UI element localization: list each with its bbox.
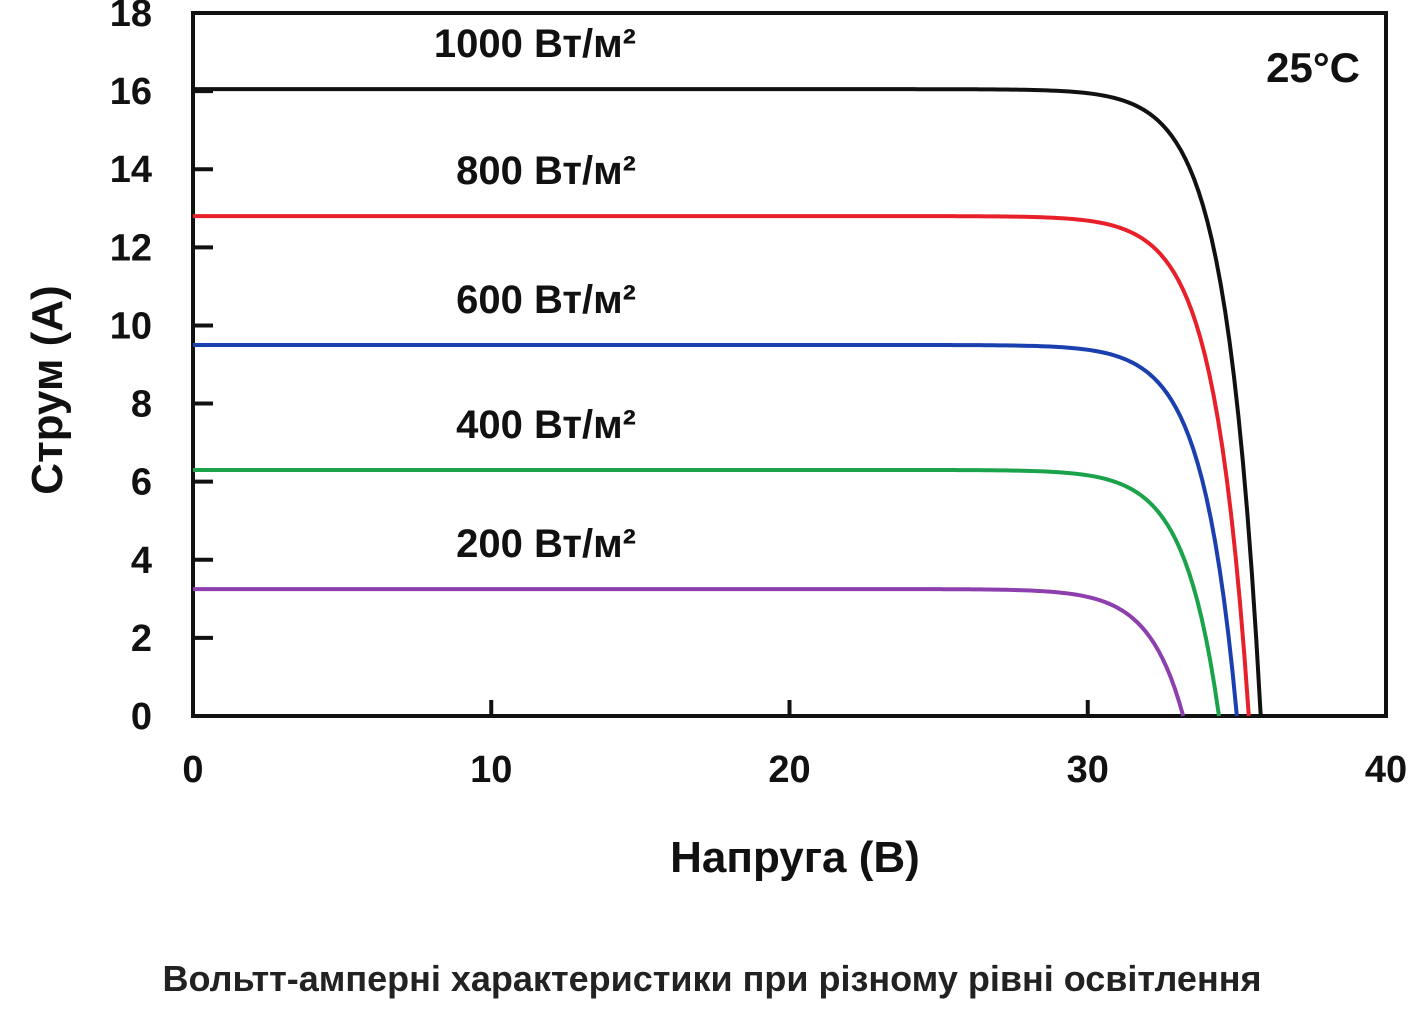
y-tick-label: 4	[131, 540, 152, 582]
x-tick-label: 20	[768, 749, 810, 791]
x-tick-label: 0	[182, 749, 203, 791]
series-labels: 1000 Вт/м² 800 Вт/м² 600 Вт/м² 400 Вт/м² 200…	[434, 22, 636, 566]
series-line	[193, 214, 1251, 717]
y-tick-label: 8	[131, 384, 152, 426]
x-axis-label: Напруга (В)	[670, 833, 920, 882]
y-tick-label: 16	[110, 71, 152, 113]
figure-caption: Вольтт-амперні характеристики при різном…	[162, 958, 1262, 999]
y-tick-label: 2	[131, 618, 152, 660]
series-line	[193, 342, 1239, 717]
series-line	[193, 87, 1263, 717]
x-tick-label: 30	[1067, 749, 1109, 791]
y-tick-label: 10	[110, 305, 152, 347]
y-tick-label: 14	[110, 149, 152, 191]
y-tick-label: 12	[110, 227, 152, 269]
y-axis-label: Струм (А)	[23, 285, 72, 494]
series-label: 1000 Вт/м²	[434, 22, 636, 66]
axis-ticks	[193, 89, 1090, 716]
tick-labels: 0 10 20 30 40 0 2 4 6 8 10 12 14 16 18	[110, 0, 1407, 791]
y-tick-label: 0	[131, 696, 152, 738]
series-label: 200 Вт/м²	[456, 522, 636, 566]
y-tick-label: 6	[131, 462, 152, 504]
series-line	[193, 587, 1186, 717]
series-line	[193, 467, 1221, 717]
temperature-label: 25°C	[1266, 44, 1360, 91]
series-label: 800 Вт/м²	[456, 149, 636, 193]
y-tick-label: 18	[110, 0, 152, 35]
x-tick-label: 10	[470, 749, 512, 791]
series-label: 600 Вт/м²	[456, 278, 636, 322]
x-tick-label: 40	[1365, 749, 1407, 791]
series-lines	[193, 87, 1263, 717]
series-label: 400 Вт/м²	[456, 403, 636, 447]
